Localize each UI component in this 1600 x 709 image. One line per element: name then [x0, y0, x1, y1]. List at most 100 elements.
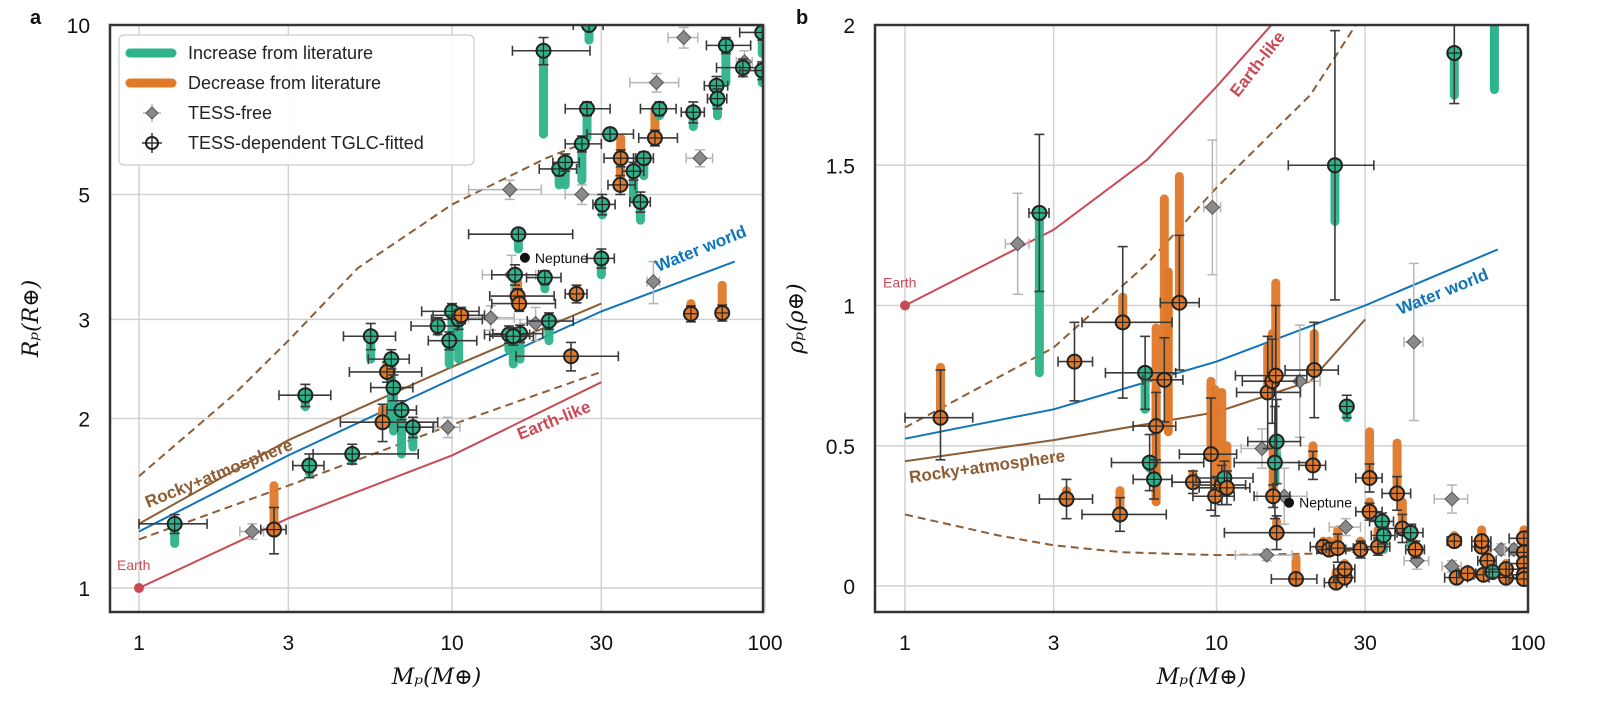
tglc-point	[348, 361, 423, 384]
axes-frame	[108, 23, 765, 614]
tglc-point	[1028, 133, 1050, 293]
x-tick-label: 3	[282, 632, 294, 655]
tglc-point	[278, 383, 332, 408]
tess-free-marker	[648, 74, 665, 91]
tglc-point	[1354, 502, 1383, 521]
tess-free-point	[645, 260, 662, 305]
model-curve-water-world	[138, 260, 736, 533]
tglc-point	[367, 348, 411, 370]
tglc-point	[1234, 304, 1308, 447]
model-curve-water-world	[904, 248, 1499, 440]
tglc-point	[586, 126, 635, 143]
panel-b-label: b	[796, 7, 808, 29]
tess-free-point	[1433, 484, 1469, 514]
tglc-point	[629, 191, 652, 214]
tglc-point	[339, 403, 439, 443]
tglc-point	[291, 453, 325, 479]
x-tick-label: 30	[590, 632, 613, 655]
tglc-point	[680, 101, 706, 124]
x-axis-label: Mₚ(M⊕)	[391, 665, 481, 690]
tess-free-marker	[1254, 440, 1270, 457]
tglc-point	[592, 193, 616, 216]
tess-free-point	[1403, 262, 1424, 422]
tess-free-point	[685, 149, 714, 168]
tess-free-point	[629, 72, 680, 93]
reference-point-neptune	[519, 252, 530, 263]
tess-free-point	[239, 523, 265, 541]
tess-free-point	[1328, 517, 1362, 537]
tglc-point	[706, 88, 728, 110]
tglc-point	[564, 135, 603, 153]
tglc-point	[1446, 25, 1463, 105]
reference-label-earth: Earth	[883, 275, 916, 291]
tess-free-point	[1441, 558, 1462, 575]
tglc-point	[1057, 321, 1094, 402]
tglc-point	[1038, 478, 1094, 520]
legend-label: TESS-free	[188, 103, 272, 123]
tglc-point	[1253, 484, 1291, 509]
tglc-point	[432, 306, 486, 325]
tess-free-marker	[1259, 547, 1275, 563]
tglc-point	[1381, 475, 1412, 512]
y-tick-label: 3	[78, 309, 90, 332]
model-curve-earth-like	[138, 381, 602, 589]
tess-free-point	[1202, 139, 1222, 276]
tglc-point	[572, 25, 604, 33]
tglc-point	[1287, 29, 1375, 301]
tglc-point	[386, 400, 418, 421]
curve-label: Water world	[652, 222, 749, 276]
y-tick-label: 2	[843, 15, 855, 38]
y-tick-label: 0.5	[826, 436, 855, 459]
tess-free-point	[1004, 192, 1030, 296]
tglc-point	[1142, 336, 1184, 423]
tglc-point	[515, 341, 620, 372]
tglc-point	[682, 305, 699, 323]
reference-label-earth: Earth	[117, 557, 150, 573]
x-tick-label: 3	[1048, 632, 1060, 655]
curve-label: Rocky+atmosphere	[908, 446, 1066, 487]
x-tick-label: 1	[133, 632, 145, 655]
tglc-point	[467, 226, 574, 243]
tglc-point	[312, 443, 420, 465]
tglc-point	[525, 269, 562, 286]
tglc-point	[1470, 533, 1492, 550]
tess-free-point	[467, 305, 515, 331]
tglc-point	[1458, 565, 1477, 582]
tess-free-marker	[645, 273, 662, 290]
y-axis-label: ρₚ(ρ⊕)	[784, 283, 809, 354]
tglc-point	[1159, 234, 1201, 371]
tglc-point	[1132, 391, 1177, 461]
tglc-point	[705, 36, 752, 55]
reference-point-earth	[134, 583, 144, 593]
y-axis-label: Rₚ(R⊕)	[19, 280, 44, 359]
reference-point-neptune	[1284, 497, 1295, 508]
tess-free-marker	[1009, 236, 1026, 252]
reference-point-earth	[900, 300, 910, 311]
legend-label: Decrease from literature	[188, 73, 381, 93]
tglc-points	[138, 25, 763, 555]
tess-free-marker	[676, 29, 692, 46]
tglc-point	[1404, 540, 1426, 559]
tess-free-point	[564, 184, 603, 206]
tglc-points	[904, 25, 1528, 591]
tglc-point	[904, 369, 974, 461]
y-tick-label: 10	[67, 15, 90, 38]
legend-circle-icon	[145, 136, 159, 150]
tess-free-marker	[1406, 334, 1422, 350]
tglc-point	[607, 174, 637, 196]
tess-free-marker	[574, 186, 590, 203]
tglc-point	[1171, 470, 1212, 495]
x-tick-label: 100	[1510, 632, 1545, 655]
tglc-point	[1446, 533, 1463, 550]
x-tick-label: 10	[440, 632, 463, 655]
tess-free-marker	[440, 419, 456, 435]
tglc-point	[632, 150, 655, 167]
tglc-point	[603, 149, 637, 168]
tglc-point	[427, 331, 478, 351]
tess-free-point	[667, 26, 699, 49]
y-tick-label: 0	[843, 576, 855, 599]
tess-free-point	[467, 179, 543, 201]
